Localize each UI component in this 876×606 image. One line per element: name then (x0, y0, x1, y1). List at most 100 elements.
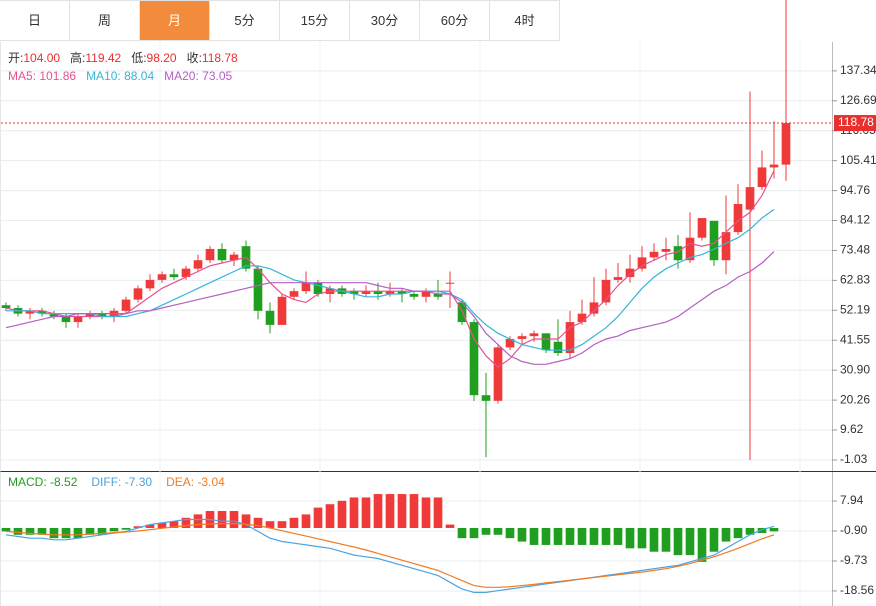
legend-text: : (118, 475, 125, 489)
period-tab[interactable]: 5分 (210, 0, 280, 41)
macd-bar (421, 497, 431, 528)
candle-body (349, 291, 359, 294)
period-tab[interactable]: 4时 (490, 0, 560, 41)
macd-bar (181, 517, 191, 528)
y-tick-label: -0.90 (840, 523, 868, 537)
macd-bar (133, 526, 143, 528)
candle-body (481, 395, 491, 401)
macd-bar (613, 527, 623, 545)
candle-body (265, 310, 275, 325)
macd-bar (373, 494, 383, 528)
legend-text: 开: (8, 51, 23, 65)
candle-body (289, 291, 299, 297)
macd-bar (493, 527, 503, 535)
legend-text: MA5 (8, 69, 33, 83)
y-tick-label: 7.94 (840, 493, 864, 507)
last-price-label: 118.78 (838, 115, 874, 129)
period-tab[interactable]: 日 (0, 0, 70, 41)
period-tab[interactable]: 月 (140, 0, 210, 41)
period-tabs: 日周月 5分 15分 30分 60分 4时 (0, 0, 560, 41)
candle-body (121, 299, 131, 311)
period-tab[interactable]: 周 (70, 0, 140, 41)
macd-bar (673, 527, 683, 556)
macd-bar (433, 497, 443, 528)
macd-bar (481, 527, 491, 535)
macd-bar (229, 511, 239, 528)
macd-bar (25, 527, 35, 535)
macd-bar (85, 527, 95, 535)
candle-body (385, 291, 395, 294)
macd-bar (541, 527, 551, 545)
macd-bar (553, 527, 563, 545)
macd-bar (769, 527, 779, 532)
candle-body (373, 291, 383, 294)
period-tab[interactable]: 60分 (420, 0, 490, 41)
macd-bar (337, 500, 347, 528)
y-tick-label: 126.69 (840, 93, 876, 107)
legend-text: 高: (70, 50, 85, 65)
macd-bar (313, 507, 323, 528)
candle-body (157, 274, 167, 280)
candle-body (217, 248, 227, 261)
macd-bar (649, 527, 659, 552)
y-tick-label: 52.19 (840, 302, 870, 316)
legend-text: MA20 (164, 69, 196, 83)
macd-bar (661, 527, 671, 552)
macd-bar (49, 527, 59, 539)
candle-body (517, 336, 527, 339)
macd-bar (601, 527, 611, 545)
candle-body (97, 313, 107, 317)
y-tick-label: -1.03 (840, 452, 868, 466)
macd-bar (145, 524, 155, 528)
candle-body (637, 257, 647, 269)
legend-text: 101.86 (39, 69, 76, 83)
macd-bar (37, 527, 47, 535)
candle-body (25, 310, 35, 314)
line-series (5, 518, 775, 593)
legend-text: : (195, 69, 202, 83)
candle-body (529, 333, 539, 337)
y-tick-label: 94.76 (840, 183, 870, 197)
y-tick-label: 62.83 (840, 273, 870, 287)
candle-body (685, 237, 695, 261)
macd-bar (241, 514, 251, 528)
legend-text: 88.04 (124, 69, 154, 83)
period-tab[interactable]: 30分 (350, 0, 420, 41)
candle-body (445, 282, 455, 284)
candle-body (145, 279, 155, 289)
candle-body (397, 291, 407, 294)
candle-body (133, 288, 143, 300)
legend-text: 73.05 (202, 69, 232, 83)
macd-bar (397, 494, 407, 528)
legend-text: 收: (187, 51, 202, 65)
candle-body (601, 279, 611, 303)
y-tick-label: 20.26 (840, 392, 870, 406)
macd-bar (13, 527, 23, 535)
period-tab[interactable]: 15分 (280, 0, 350, 41)
candle-body (673, 246, 683, 261)
legend-text: : (117, 69, 124, 83)
candle-body (421, 291, 431, 297)
candle-body (361, 291, 371, 294)
legend-text: 98.20 (147, 51, 177, 65)
macd-bar (325, 504, 335, 528)
candle-body (661, 248, 671, 252)
y-tick-label: 41.55 (840, 332, 870, 346)
candle-body (769, 164, 779, 168)
macd-bar (73, 527, 83, 539)
last-price-box (834, 115, 876, 132)
macd-bar (709, 527, 719, 552)
candle-body (577, 313, 587, 323)
candle-body (277, 296, 287, 325)
candle-body (565, 322, 575, 354)
macd-bar (301, 514, 311, 528)
candle-body (253, 268, 263, 311)
macd-bar (61, 527, 71, 539)
macd-bar (361, 497, 371, 528)
macd-bar (577, 527, 587, 545)
macd-bar (121, 527, 131, 530)
y-tick-label: 9.62 (840, 422, 864, 436)
candle-body (757, 167, 767, 188)
